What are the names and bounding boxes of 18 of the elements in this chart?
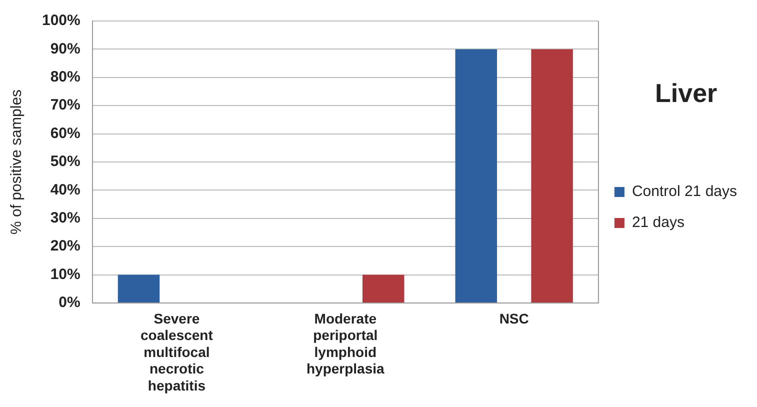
legend-label: Control 21 days bbox=[632, 183, 738, 200]
y-tick-label: 80% bbox=[50, 68, 80, 86]
x-tick-label: NSC bbox=[499, 310, 529, 326]
y-axis-title: % of positive samples bbox=[8, 89, 26, 235]
x-tick-label: Moderate periportal lymphoid hyperplasia bbox=[306, 310, 385, 377]
y-tick-label: 90% bbox=[50, 40, 80, 58]
y-tick-label: 0% bbox=[58, 294, 80, 312]
y-tick-label: 20% bbox=[50, 238, 80, 255]
y-tick-label: 50% bbox=[50, 153, 80, 170]
y-tick-label: 100% bbox=[42, 12, 80, 30]
y-tick-label: 40% bbox=[50, 181, 80, 198]
y-tick-label: 10% bbox=[50, 266, 80, 283]
x-tick-label: Severe coalescent multifocal necrotic hepatitis bbox=[140, 310, 214, 394]
text: Liver bbox=[655, 78, 718, 109]
y-tick-label: 30% bbox=[50, 210, 80, 227]
legend-label: 21 days bbox=[632, 214, 684, 232]
y-tick-label: 60% bbox=[50, 124, 80, 142]
y-tick-label: 70% bbox=[50, 96, 80, 114]
